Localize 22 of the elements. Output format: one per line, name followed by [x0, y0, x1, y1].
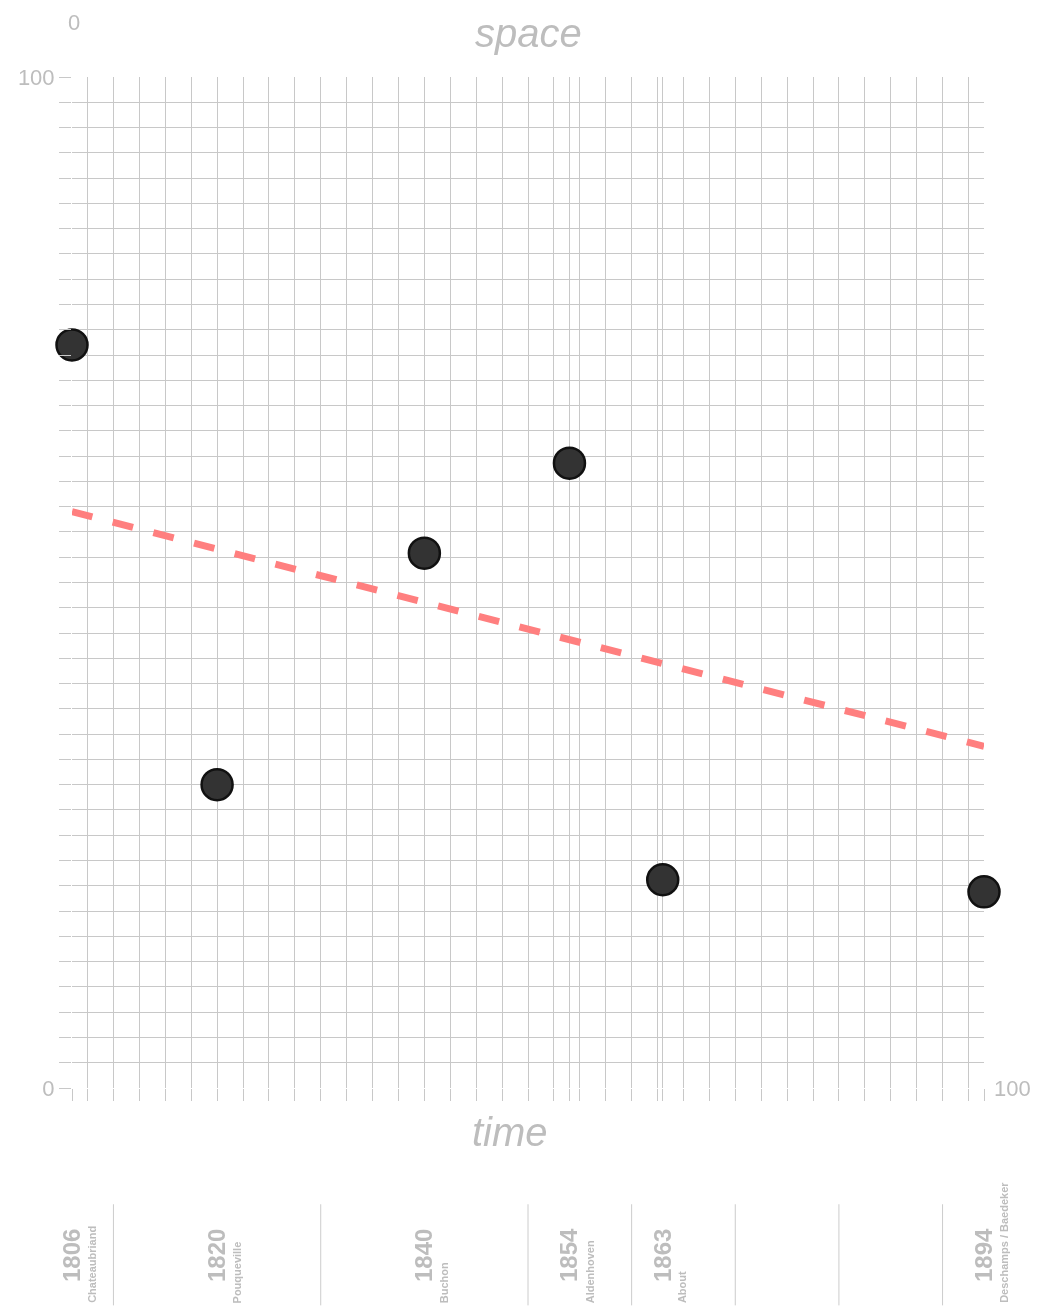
text: 0 — [68, 10, 81, 35]
x-tick-label: 1894 — [969, 1227, 997, 1282]
point — [552, 446, 587, 480]
point — [55, 328, 89, 362]
point — [645, 862, 680, 897]
point — [967, 875, 1001, 909]
x-tick-label: 1840 — [410, 1228, 438, 1282]
y-axis-title: space — [475, 11, 582, 55]
text: 100 — [994, 1076, 1031, 1101]
x-tick-label: 1806 — [57, 1228, 85, 1282]
text: Pouqueville — [230, 1241, 243, 1304]
point — [200, 767, 234, 802]
text: Aldenhoven — [583, 1240, 596, 1304]
point — [407, 536, 442, 570]
text: Deschamps / Baedeker — [998, 1181, 1011, 1303]
x-tick-label: 1820 — [202, 1228, 230, 1282]
x-axis-title: time — [472, 1110, 548, 1154]
x-tick-label: 1854 — [555, 1227, 583, 1282]
text: Chateaubriand — [86, 1225, 99, 1303]
x-tick-label: 1863 — [648, 1228, 676, 1282]
text: About — [676, 1270, 689, 1304]
text: Buchon — [438, 1262, 451, 1304]
